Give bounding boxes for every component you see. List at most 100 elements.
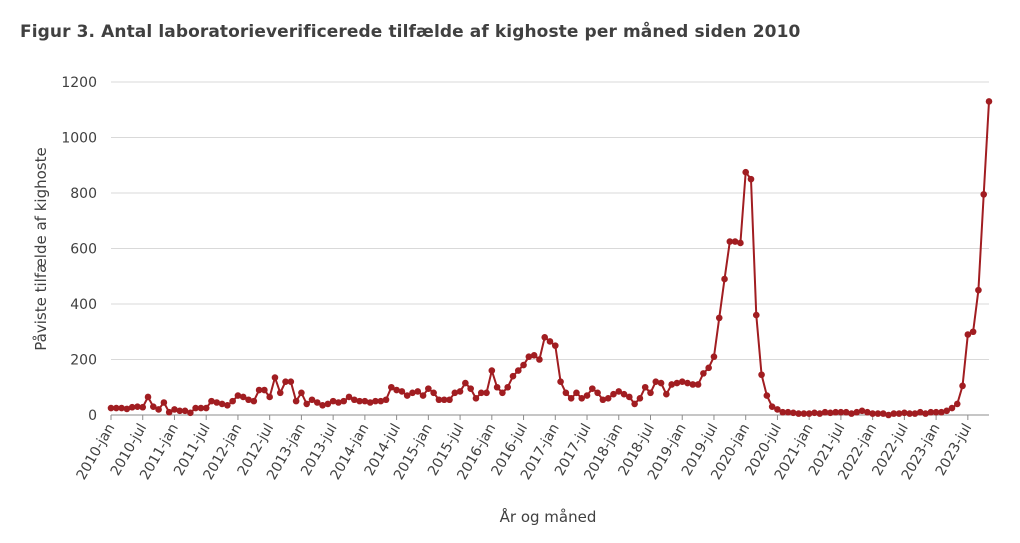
data-point	[795, 410, 802, 417]
data-point	[943, 407, 950, 415]
data-point	[710, 353, 718, 361]
data-point	[181, 407, 189, 415]
data-point	[980, 191, 988, 198]
y-tick-label: 800	[70, 186, 97, 202]
data-point	[160, 399, 168, 406]
data-point	[530, 352, 538, 359]
data-point	[816, 410, 824, 417]
data-point	[790, 409, 797, 417]
data-point	[514, 367, 522, 374]
data-point	[282, 378, 289, 386]
data-point	[361, 397, 369, 405]
data-point	[774, 406, 781, 413]
data-point	[123, 405, 131, 413]
data-point	[832, 408, 839, 416]
data-point	[255, 386, 263, 394]
data-point	[456, 388, 464, 395]
data-point	[477, 389, 485, 397]
data-point	[382, 396, 390, 404]
data-point	[446, 396, 453, 404]
data-point	[715, 314, 723, 322]
data-point	[853, 408, 861, 416]
data-point	[266, 393, 273, 401]
data-point	[779, 408, 787, 416]
data-point	[684, 379, 691, 387]
data-point	[171, 406, 178, 413]
data-point	[462, 379, 469, 387]
data-point	[483, 389, 490, 397]
x-axis-ticks: 2010-jan2010-jul2011-jan2011-jul2012-jan…	[74, 415, 975, 483]
data-point	[752, 311, 760, 319]
data-point	[509, 372, 517, 380]
data-point	[901, 409, 908, 417]
data-point	[557, 378, 564, 386]
data-point	[525, 353, 533, 361]
data-point	[805, 410, 813, 417]
data-point	[864, 408, 871, 416]
data-point	[155, 406, 162, 413]
data-point	[647, 389, 654, 397]
data-point	[488, 367, 496, 374]
data-point	[467, 385, 474, 392]
data-point	[827, 409, 834, 417]
data-point	[927, 408, 935, 416]
data-point	[377, 397, 385, 405]
data-point	[821, 408, 829, 416]
data-point	[372, 397, 379, 405]
data-point	[176, 407, 184, 415]
data-point	[562, 389, 570, 397]
data-point	[165, 408, 173, 416]
data-point	[975, 286, 982, 294]
data-point	[403, 392, 411, 399]
data-point	[784, 408, 792, 416]
data-point	[224, 401, 231, 409]
data-point	[239, 393, 247, 401]
data-point	[631, 400, 638, 408]
data-point	[520, 361, 527, 369]
data-point	[641, 383, 649, 391]
data-point	[742, 168, 749, 176]
data-point	[276, 389, 284, 397]
data-point	[890, 410, 898, 417]
data-point	[811, 409, 818, 417]
data-point	[546, 338, 554, 345]
data-point	[673, 379, 681, 387]
data-point	[599, 396, 607, 404]
series-group	[107, 98, 993, 419]
data-point	[668, 381, 675, 388]
data-point	[393, 386, 400, 394]
data-point	[499, 389, 506, 397]
data-point	[573, 389, 580, 397]
data-point	[663, 390, 670, 398]
data-point	[610, 390, 617, 398]
data-point	[721, 275, 728, 283]
data-point	[916, 408, 924, 416]
data-point	[726, 238, 734, 245]
data-point	[340, 397, 348, 405]
data-point	[652, 378, 660, 386]
data-point	[187, 409, 194, 417]
data-point	[298, 389, 305, 397]
data-point	[911, 410, 919, 417]
data-point	[493, 383, 501, 391]
data-point	[245, 396, 252, 404]
data-point	[964, 331, 972, 338]
y-axis-ticks: 0 200 400 600 800 1000 1200	[61, 75, 97, 424]
data-point	[747, 175, 755, 183]
data-point	[128, 403, 136, 411]
y-axis-title: Påviste tilfælde af kighoste	[32, 147, 50, 350]
data-point	[689, 381, 697, 388]
data-point	[308, 396, 316, 404]
data-point	[731, 238, 739, 245]
data-point	[504, 383, 511, 391]
y-tick-label: 200	[70, 353, 97, 369]
data-point	[430, 389, 437, 397]
data-point	[578, 395, 586, 402]
data-point	[869, 410, 876, 417]
data-point	[213, 399, 221, 406]
data-point	[922, 410, 929, 417]
data-point	[885, 411, 892, 419]
data-point	[112, 404, 120, 412]
data-point	[536, 356, 543, 363]
data-point	[678, 378, 686, 386]
